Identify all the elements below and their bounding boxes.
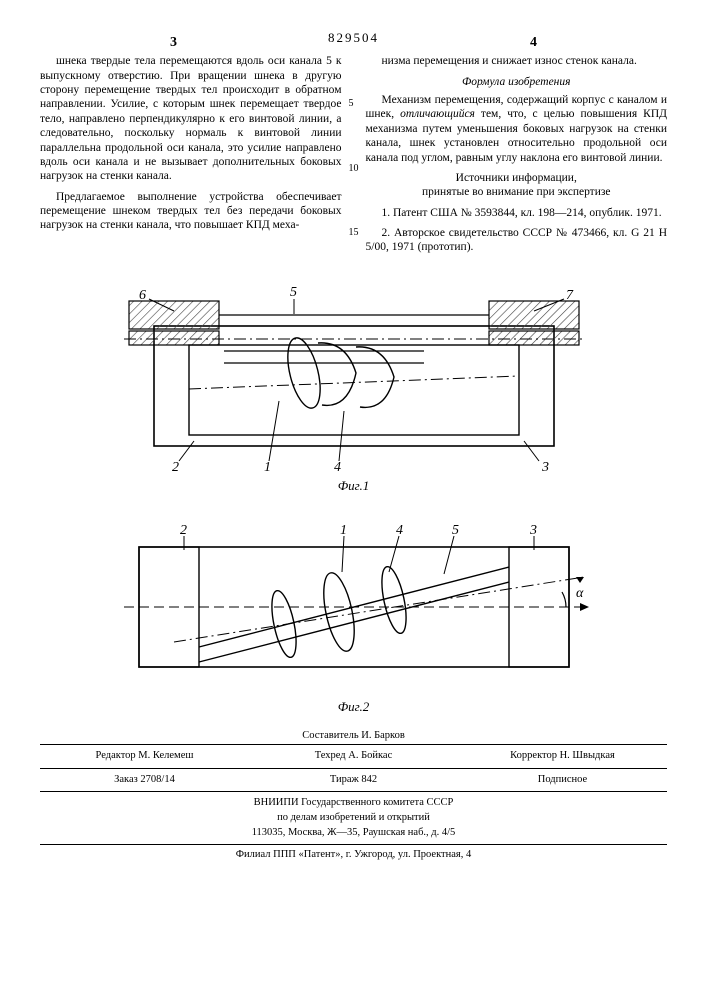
- tirage: Тираж 842: [249, 773, 458, 788]
- fig1-label-4: 4: [334, 460, 341, 475]
- column-left: шнека твердые тела перемещаются вдоль ос…: [40, 54, 342, 261]
- figure-2: 2 1 4 5 3 α: [94, 522, 614, 697]
- fig1-caption: Фиг.1: [40, 478, 667, 494]
- source-item: 2. Авторское свидетельство СССР № 473466…: [366, 226, 668, 255]
- fig1-label-1: 1: [264, 460, 271, 475]
- composer: Составитель И. Барков: [40, 729, 667, 744]
- claim: Механизм перемещения, содержащий корпус …: [366, 93, 668, 165]
- subscription: Подписное: [458, 773, 667, 788]
- fig1-label-6: 6: [139, 288, 146, 303]
- fig1-label-7: 7: [566, 288, 574, 303]
- fig2-label-1: 1: [340, 523, 347, 538]
- fig2-label-4: 4: [396, 523, 403, 538]
- fig1-label-2: 2: [172, 460, 179, 475]
- fig2-label-2: 2: [180, 523, 187, 538]
- line-mark: 10: [349, 163, 359, 176]
- editor: Редактор М. Келемеш: [40, 749, 249, 764]
- paragraph: Предлагаемое выполнение устройства обесп…: [40, 190, 342, 233]
- formula-title: Формула изобретения: [366, 75, 668, 89]
- branch-line: Филиал ППП «Патент», г. Ужгород, ул. Про…: [40, 845, 667, 863]
- column-right: низма перемещения и снижает износ стенок…: [366, 54, 668, 261]
- figures: 6 5 7 2 1 4 3 Фиг.1: [40, 281, 667, 716]
- fig1-label-5: 5: [290, 285, 297, 300]
- line-mark: 5: [349, 98, 359, 111]
- fig2-label-5: 5: [452, 523, 459, 538]
- text-columns: 3 4 5 10 15 шнека твердые тела перемещаю…: [40, 54, 667, 261]
- publisher-info: ВНИИПИ Государственного комитета СССР по…: [40, 792, 667, 845]
- page-number-right: 4: [530, 34, 537, 52]
- credits-row: Редактор М. Келемеш Техред А. Бойкас Кор…: [40, 744, 667, 769]
- fig2-label-alpha: α: [576, 586, 584, 601]
- credits-row-2: Заказ 2708/14 Тираж 842 Подписное: [40, 769, 667, 793]
- credits-block: Составитель И. Барков Редактор М. Келеме…: [40, 729, 667, 863]
- fig1-label-3: 3: [541, 460, 549, 475]
- figure-1: 6 5 7 2 1 4 3: [94, 281, 614, 476]
- doc-number: 829504: [40, 30, 667, 46]
- paragraph: низма перемещения и снижает износ стенок…: [366, 54, 668, 68]
- page-number-left: 3: [170, 34, 177, 52]
- line-mark: 15: [349, 227, 359, 240]
- fig2-caption: Фиг.2: [40, 699, 667, 715]
- corrector: Корректор Н. Швыдкая: [458, 749, 667, 764]
- paragraph: шнека твердые тела перемещаются вдоль ос…: [40, 54, 342, 183]
- pub-line: ВНИИПИ Государственного комитета СССР: [40, 796, 667, 811]
- pub-line: 113035, Москва, Ж—35, Раушская наб., д. …: [40, 826, 667, 841]
- fig2-label-3: 3: [529, 523, 537, 538]
- tech-editor: Техред А. Бойкас: [249, 749, 458, 764]
- order-number: Заказ 2708/14: [40, 773, 249, 788]
- source-item: 1. Патент США № 3593844, кл. 198—214, оп…: [366, 206, 668, 220]
- text-em: отличающийся: [400, 108, 475, 120]
- line-markers: 5 10 15: [349, 54, 359, 240]
- pub-line: по делам изобретений и открытий: [40, 811, 667, 826]
- sources-title: Источники информации, принятые во вниман…: [366, 171, 668, 200]
